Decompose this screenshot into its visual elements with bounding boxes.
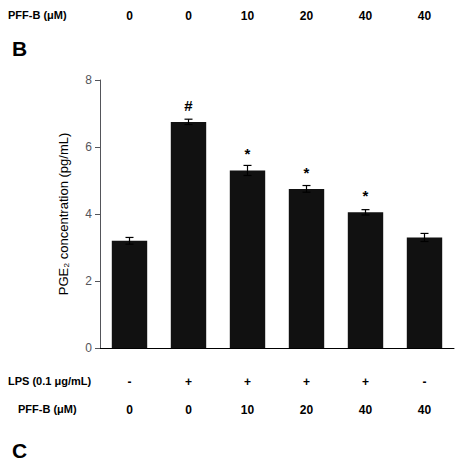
svg-text:*: *	[363, 187, 369, 204]
svg-text:+: +	[362, 375, 369, 389]
svg-text:PFF-B (μM): PFF-B (μM)	[8, 9, 67, 21]
svg-text:40: 40	[359, 403, 373, 417]
svg-text:2: 2	[85, 274, 92, 288]
svg-text:PGE₂ concentration (pg/mL): PGE₂ concentration (pg/mL)	[56, 133, 71, 296]
svg-text:0: 0	[126, 9, 133, 23]
svg-text:-: -	[423, 375, 427, 389]
svg-text:40: 40	[359, 9, 373, 23]
svg-text:0: 0	[185, 9, 192, 23]
svg-text:-: -	[128, 375, 132, 389]
svg-text:+: +	[185, 375, 192, 389]
svg-text:C: C	[12, 439, 27, 462]
svg-text:B: B	[12, 37, 27, 60]
svg-text:40: 40	[418, 403, 432, 417]
svg-text:LPS (0.1 μg/mL): LPS (0.1 μg/mL)	[8, 375, 91, 387]
svg-text:#: #	[184, 97, 193, 114]
svg-text:10: 10	[241, 9, 255, 23]
svg-text:+: +	[303, 375, 310, 389]
svg-text:*: *	[245, 145, 251, 162]
svg-text:20: 20	[300, 9, 314, 23]
svg-text:PFF-B (μM): PFF-B (μM)	[18, 403, 77, 415]
svg-text:6: 6	[85, 140, 92, 154]
svg-text:10: 10	[241, 403, 255, 417]
svg-text:0: 0	[85, 341, 92, 355]
svg-text:0: 0	[126, 403, 133, 417]
svg-text:20: 20	[300, 403, 314, 417]
svg-text:40: 40	[418, 9, 432, 23]
svg-text:4: 4	[85, 207, 92, 221]
svg-text:+: +	[244, 375, 251, 389]
svg-text:8: 8	[85, 73, 92, 87]
svg-text:*: *	[304, 164, 310, 181]
svg-text:0: 0	[185, 403, 192, 417]
